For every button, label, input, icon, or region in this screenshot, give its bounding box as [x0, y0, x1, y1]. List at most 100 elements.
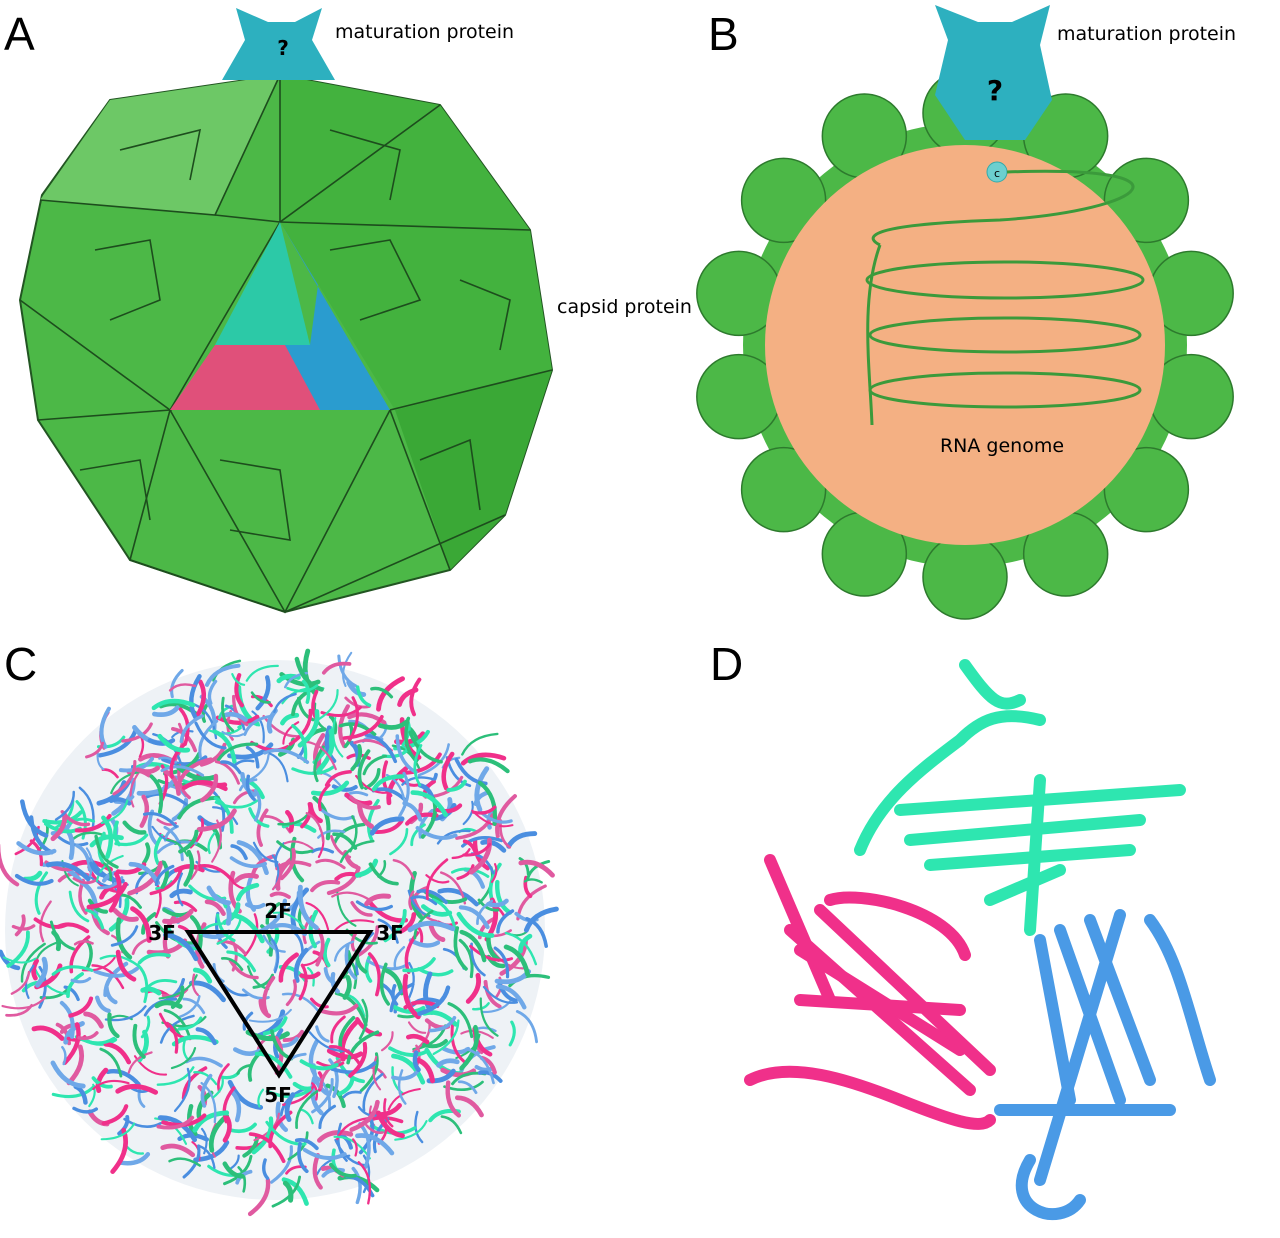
- ribbon: [346, 679, 367, 697]
- annotation: maturation protein: [335, 21, 514, 43]
- ribbon: [391, 1066, 405, 1096]
- ribbon: [395, 734, 418, 775]
- dimer-blue: [994, 909, 1216, 1221]
- ribbon: [0, 949, 21, 971]
- ribbon: [503, 944, 531, 977]
- ribbon: [227, 1079, 264, 1110]
- ribbon: [285, 809, 295, 833]
- ribbon: [469, 944, 514, 962]
- ribbon: [262, 934, 286, 953]
- ribbon: [346, 1030, 380, 1065]
- ribbon: [460, 752, 507, 766]
- ribbon: [228, 958, 259, 980]
- ribbon: [83, 1011, 104, 1029]
- ribbon: [523, 878, 543, 884]
- ribbon: [380, 1031, 394, 1052]
- ribbon: [506, 831, 538, 849]
- ribbon: [247, 1177, 271, 1217]
- ribbon: [471, 805, 497, 815]
- ribbon: [89, 861, 104, 878]
- ribbon: [496, 909, 515, 934]
- ribbon: [364, 733, 398, 764]
- capsid-lobe: [740, 157, 827, 244]
- ribbon: [450, 1019, 466, 1064]
- ribbon: [294, 656, 324, 692]
- ribbon: [163, 769, 181, 796]
- ribbon: [283, 840, 314, 850]
- ribbon: [473, 790, 490, 807]
- ribbon: [142, 812, 178, 828]
- ribbon: [248, 807, 270, 828]
- ribbon: [317, 783, 331, 812]
- ribbon: [305, 901, 330, 931]
- ribbon: [391, 1070, 419, 1081]
- ribbon: [122, 820, 147, 835]
- ribbon: [299, 971, 321, 980]
- ribbon: [515, 1010, 539, 1044]
- ribbon: [447, 1002, 474, 1039]
- ribbon: [103, 1041, 132, 1065]
- ribbon: [231, 672, 246, 686]
- dimer-pink: [744, 854, 996, 1130]
- ribbon: [400, 752, 442, 775]
- ribbon: [200, 1073, 213, 1108]
- ribbon: [308, 1039, 319, 1077]
- ribbon: [476, 899, 494, 925]
- ribbon: [255, 675, 271, 711]
- ribbon: [6, 930, 30, 968]
- ribbon: [173, 900, 198, 913]
- ribbon: [99, 1047, 123, 1078]
- ribbon: [189, 818, 204, 849]
- ribbon: [212, 1077, 224, 1099]
- ribbon: [458, 938, 474, 979]
- ribbon: [107, 1012, 120, 1039]
- ribbon: [467, 757, 510, 774]
- capsid-notch: [1184, 439, 1229, 484]
- ribbon: [354, 858, 379, 878]
- ribbon: [256, 1009, 286, 1039]
- ribbon: [75, 843, 92, 872]
- ribbon: [310, 780, 350, 796]
- symmetry-label: 3F: [376, 921, 404, 945]
- ribbon: [235, 882, 260, 902]
- ribbon: [480, 839, 507, 853]
- ribbon: [465, 972, 482, 1004]
- ribbon: [295, 1090, 319, 1130]
- ribbon: [84, 908, 105, 930]
- ribbon: [496, 979, 518, 1003]
- ribbon: [495, 984, 527, 1010]
- ribbon: [168, 1157, 201, 1167]
- ribbon: [290, 887, 310, 929]
- ribbon: [435, 803, 463, 814]
- ribbon: [168, 683, 197, 692]
- capsid-notch: [701, 439, 746, 484]
- ribbon: [331, 891, 371, 901]
- ribbon: [97, 728, 138, 758]
- ribbon: [490, 863, 498, 883]
- ribbon: [326, 1048, 364, 1060]
- ribbon: [170, 1047, 197, 1070]
- ribbon: [132, 1023, 146, 1059]
- ribbon: [242, 1133, 260, 1158]
- rna-spiral: [865, 169, 1145, 426]
- ribbon: [456, 911, 495, 938]
- ribbon: [333, 919, 375, 932]
- ribbon: [5, 1003, 34, 1017]
- ribbon: [459, 1024, 480, 1071]
- ribbon: [220, 957, 244, 971]
- ribbon: [280, 712, 300, 726]
- ribbon: [457, 1080, 478, 1095]
- ribbon: [159, 1014, 195, 1044]
- ribbon: [14, 914, 26, 937]
- ribbon: [372, 1055, 382, 1091]
- ribbon: [140, 986, 162, 996]
- panel-d: D: [710, 638, 1216, 1221]
- ribbon: [415, 825, 458, 840]
- ribbon: [508, 1020, 516, 1047]
- ribbon: [149, 774, 164, 814]
- ribbon: [139, 794, 150, 828]
- ribbon: [194, 679, 207, 719]
- ribbon: [102, 862, 113, 882]
- ribbon: [262, 815, 292, 834]
